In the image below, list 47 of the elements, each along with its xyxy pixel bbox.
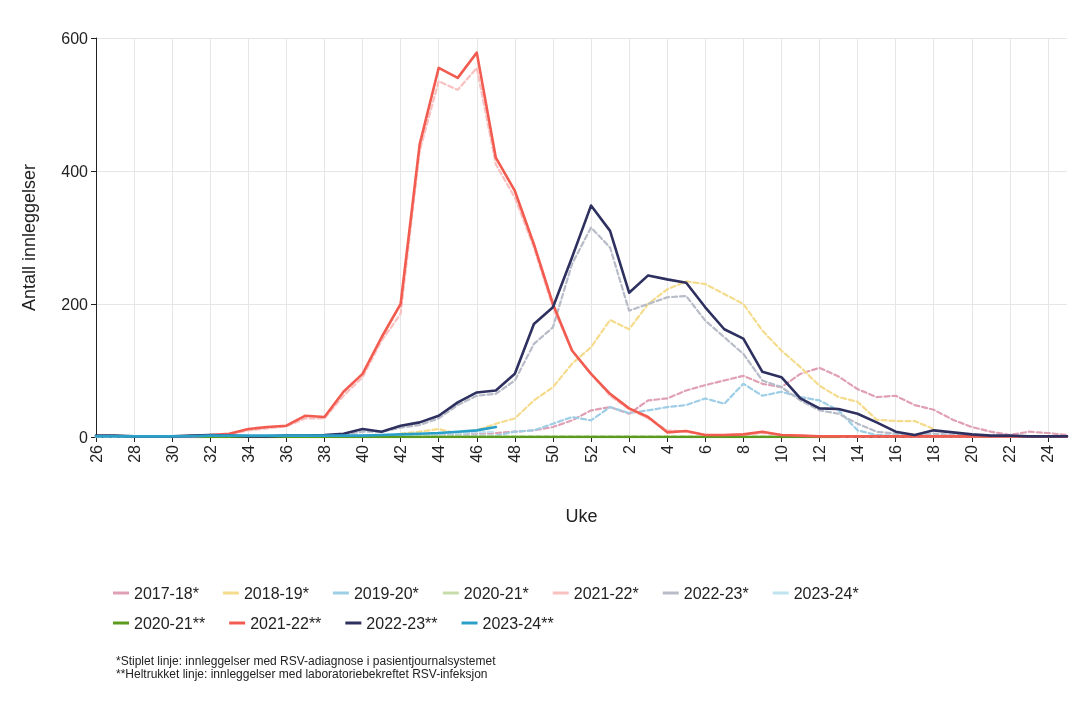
legend-label: 2023-24**: [482, 614, 554, 632]
x-tick-label: 46: [468, 444, 486, 463]
x-tick-label: 42: [392, 444, 410, 463]
legend-label: 2017-18*: [134, 584, 199, 602]
line-series: [94, 425, 498, 438]
x-tick-label: 18: [925, 444, 943, 463]
y-tick-label: 400: [61, 162, 89, 180]
x-tick-label: 34: [239, 444, 257, 463]
x-tick-label: 40: [354, 444, 372, 463]
legend-label: 2020-21**: [134, 614, 206, 632]
legend-label: 2022-23**: [366, 614, 438, 632]
legend-label: 2019-20*: [353, 584, 419, 602]
x-tick-label: 32: [201, 444, 219, 463]
x-tick-label: 36: [277, 444, 295, 463]
x-tick-label: 48: [506, 444, 524, 463]
x-tick-label: 8: [734, 444, 752, 454]
x-tick-label: 22: [1001, 444, 1019, 463]
x-tick-label: 10: [772, 444, 790, 463]
text: *Stiplet linje: innleggelser med RSV-adiagnose i pasientjournalsystemet: [116, 654, 497, 668]
legend-label: 2023-24*: [793, 584, 859, 602]
y-axis-title: Antall innleggelser: [19, 163, 39, 312]
text: **Heltrukket linje: innleggelser med laboratoriebekreftet RSV-infeksjon: [116, 667, 488, 681]
y-tick-label: 600: [61, 29, 89, 47]
x-tick-label: 50: [544, 444, 562, 463]
legend-label: 2020-21*: [463, 584, 529, 602]
x-axis-title: Uke: [565, 506, 598, 526]
y-tick-label: 0: [79, 428, 89, 446]
x-tick-label: 30: [163, 444, 181, 463]
legend-label: 2021-22*: [573, 584, 639, 602]
x-tick-label: 16: [887, 444, 905, 463]
x-tick-label: 14: [849, 444, 867, 463]
x-tick-label: 12: [810, 444, 828, 463]
x-tick-label: 6: [696, 444, 714, 454]
x-tick-label: 2: [620, 444, 638, 454]
x-tick-label: 26: [87, 444, 105, 463]
legend-label: 2021-22**: [250, 614, 322, 632]
y-tick-label: 200: [61, 295, 89, 313]
x-tick-label: 44: [430, 444, 448, 463]
x-tick-label: 52: [582, 444, 600, 463]
legend-label: 2018-19*: [243, 584, 309, 602]
x-tick-label: 24: [1039, 444, 1057, 463]
x-tick-label: 20: [963, 444, 981, 463]
legend-label: 2022-23*: [683, 584, 749, 602]
x-tick-label: 28: [125, 444, 143, 463]
line-series: [399, 280, 935, 435]
x-tick-label: 4: [658, 444, 676, 454]
x-tick-label: 38: [315, 444, 333, 463]
